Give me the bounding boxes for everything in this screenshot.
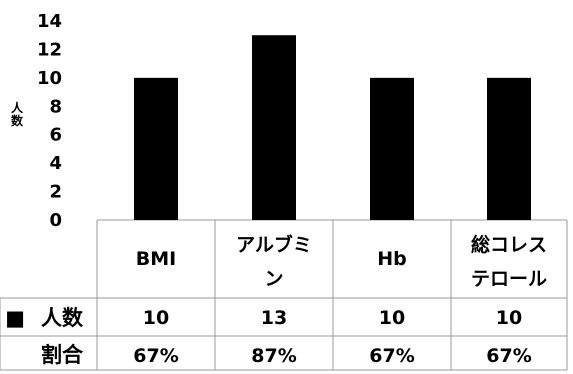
ratio-label: 67% [486, 345, 531, 367]
ratio-label: 67% [369, 345, 414, 367]
legend-marker: ■ [5, 306, 25, 330]
bar [252, 35, 296, 220]
category-label: 総コレス [471, 233, 547, 256]
table-row-header: 人数 [41, 306, 84, 330]
category-label: アルブミ [236, 233, 312, 256]
category-label: テロール [471, 268, 547, 290]
ratio-label: 87% [251, 345, 296, 367]
bar [487, 77, 531, 220]
category-label: BMI [136, 248, 176, 270]
y-tick-label: 4 [49, 153, 62, 174]
ratio-label: 67% [133, 345, 178, 367]
y-tick-label: 10 [37, 68, 62, 89]
y-tick-label: 14 [37, 11, 62, 32]
category-label: Hb [377, 248, 407, 270]
y-axis-label: 数 [11, 113, 24, 128]
category-label: ン [264, 268, 283, 290]
y-tick-label: 12 [37, 39, 62, 60]
y-tick-label: 6 [49, 125, 62, 146]
bar [370, 77, 414, 220]
table-row-header: 割合 [41, 343, 84, 367]
data-label: 10 [496, 307, 522, 329]
data-label: 13 [261, 307, 287, 329]
y-axis-label: 人 [11, 100, 24, 115]
y-tick-label: 2 [49, 182, 62, 203]
y-tick-label: 0 [49, 210, 62, 231]
data-label: 10 [143, 307, 169, 329]
y-tick-label: 8 [49, 96, 62, 117]
bar [134, 77, 178, 220]
data-label: 10 [379, 307, 405, 329]
